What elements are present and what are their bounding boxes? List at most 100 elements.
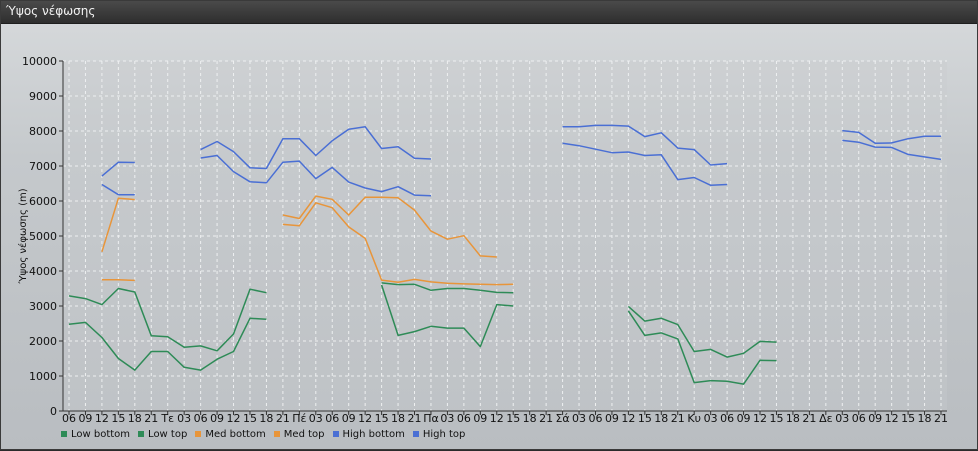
x-tick-label: 03 [309,412,323,425]
x-tick-label: Κυ [687,412,701,425]
x-tick-label: 03 [704,412,718,425]
x-tick-label: 21 [802,412,816,425]
series-line-med-bottom [101,202,514,286]
x-tick-label: 21 [144,412,158,425]
x-tick-label: 06 [194,412,208,425]
y-tick-label: 9000 [29,90,57,103]
x-tick-label: 03 [835,412,849,425]
y-tick-label: 1000 [29,370,57,383]
x-tick-label: Σά [555,412,569,425]
x-tick-label: 21 [934,412,948,425]
y-tick-label: 3000 [29,300,57,313]
x-tick-label: 21 [671,412,685,425]
x-tick-label: 06 [325,412,339,425]
series-line-high-bottom [101,139,942,197]
legend-label: Med bottom [205,428,266,440]
legend-swatch [138,431,145,437]
legend-swatch [273,431,280,437]
x-tick-label: 09 [473,412,487,425]
y-tick-label: 8000 [29,125,57,138]
legend-label: Low bottom [71,428,131,440]
legend-item: Low top [138,429,187,440]
x-tick-label: 21 [276,412,290,425]
series-lines [68,124,942,385]
x-tick-label: 06 [720,412,734,425]
x-axis-ticks: 06 09 12 15 18 21 Τε 03 06 09 12 15 18 21 Πέ 03 06 09 12 15… [62,411,948,425]
x-tick-label: 12 [885,412,899,425]
x-tick-label: 12 [95,412,109,425]
legend-item: Med bottom [195,428,266,440]
x-tick-label: 15 [111,412,125,425]
series-line-low-top [68,282,777,358]
x-tick-label: 15 [638,412,652,425]
x-tick-label: 09 [737,412,751,425]
y-axis-label: Ύψος νέφωσης (m) [17,188,29,284]
x-tick-label: 18 [654,412,668,425]
x-tick-label: 18 [391,412,405,425]
y-tick-label: 2000 [29,335,57,348]
series-line-high-top [101,124,941,177]
x-tick-label: 15 [769,412,783,425]
window-title: Ύψος νέφωσης [6,4,96,18]
x-tick-label: 06 [852,412,866,425]
plot-area [63,61,947,411]
grid-lines [63,60,947,411]
x-tick-label: Πα [423,412,439,425]
x-tick-label: Πέ [292,412,306,425]
legend-swatch [195,431,202,437]
x-tick-label: 18 [786,412,800,425]
x-tick-label: 21 [539,412,553,425]
y-tick-label: 4000 [29,265,57,278]
x-tick-label: 21 [408,412,422,425]
x-tick-label: 12 [753,412,767,425]
series-line-med-top [101,195,497,258]
legend-item: Med top [273,428,325,440]
x-tick-label: 06 [457,412,471,425]
legend-swatch [412,431,419,437]
y-tick-label: 6000 [29,195,57,208]
x-tick-label: 09 [868,412,882,425]
legend-label: Low top [148,428,188,440]
x-tick-label: 12 [490,412,504,425]
x-tick-label: 15 [901,412,915,425]
legend-item: High top [412,428,466,440]
x-tick-label: Τε [160,412,174,425]
legend-item: High bottom [332,428,405,440]
legend: Low bottom Low top Med bottom Med top High b… [61,427,465,441]
legend-swatch [61,431,67,437]
legend-label: Med top [283,428,325,440]
y-tick-label: 7000 [29,160,57,173]
y-tick-label: 0 [50,405,57,418]
x-tick-label: 18 [128,412,142,425]
x-tick-label: 12 [621,412,635,425]
x-tick-label: 18 [259,412,273,425]
x-tick-label: 09 [210,412,224,425]
legend-label: High top [422,428,466,440]
title-bar: Ύψος νέφωσης [1,1,977,24]
x-tick-label: 15 [506,412,520,425]
x-tick-label: 18 [918,412,932,425]
legend-label: High bottom [342,428,405,440]
x-tick-label: 03 [572,412,586,425]
series-line-low-bottom [68,284,777,385]
legend-swatch [332,431,339,437]
x-tick-label: 03 [177,412,191,425]
x-tick-label: 09 [78,412,92,425]
x-tick-label: 06 [588,412,602,425]
x-tick-label: 09 [342,412,356,425]
x-tick-label: 03 [440,412,454,425]
x-tick-label: 18 [523,412,537,425]
x-tick-label: 15 [243,412,257,425]
x-tick-label: 09 [605,412,619,425]
x-tick-label: 12 [358,412,372,425]
x-tick-label: 06 [62,412,76,425]
y-tick-label: 5000 [29,230,57,243]
y-axis-ticks: 0 1000 2000 3000 4000 5000 6000 7000 8000 9000 100… [22,55,63,418]
x-tick-label: 15 [375,412,389,425]
x-tick-label: Δε [819,412,833,425]
x-tick-label: 12 [227,412,241,425]
y-tick-label: 10000 [22,55,57,68]
legend-item: Low bottom [61,429,130,440]
